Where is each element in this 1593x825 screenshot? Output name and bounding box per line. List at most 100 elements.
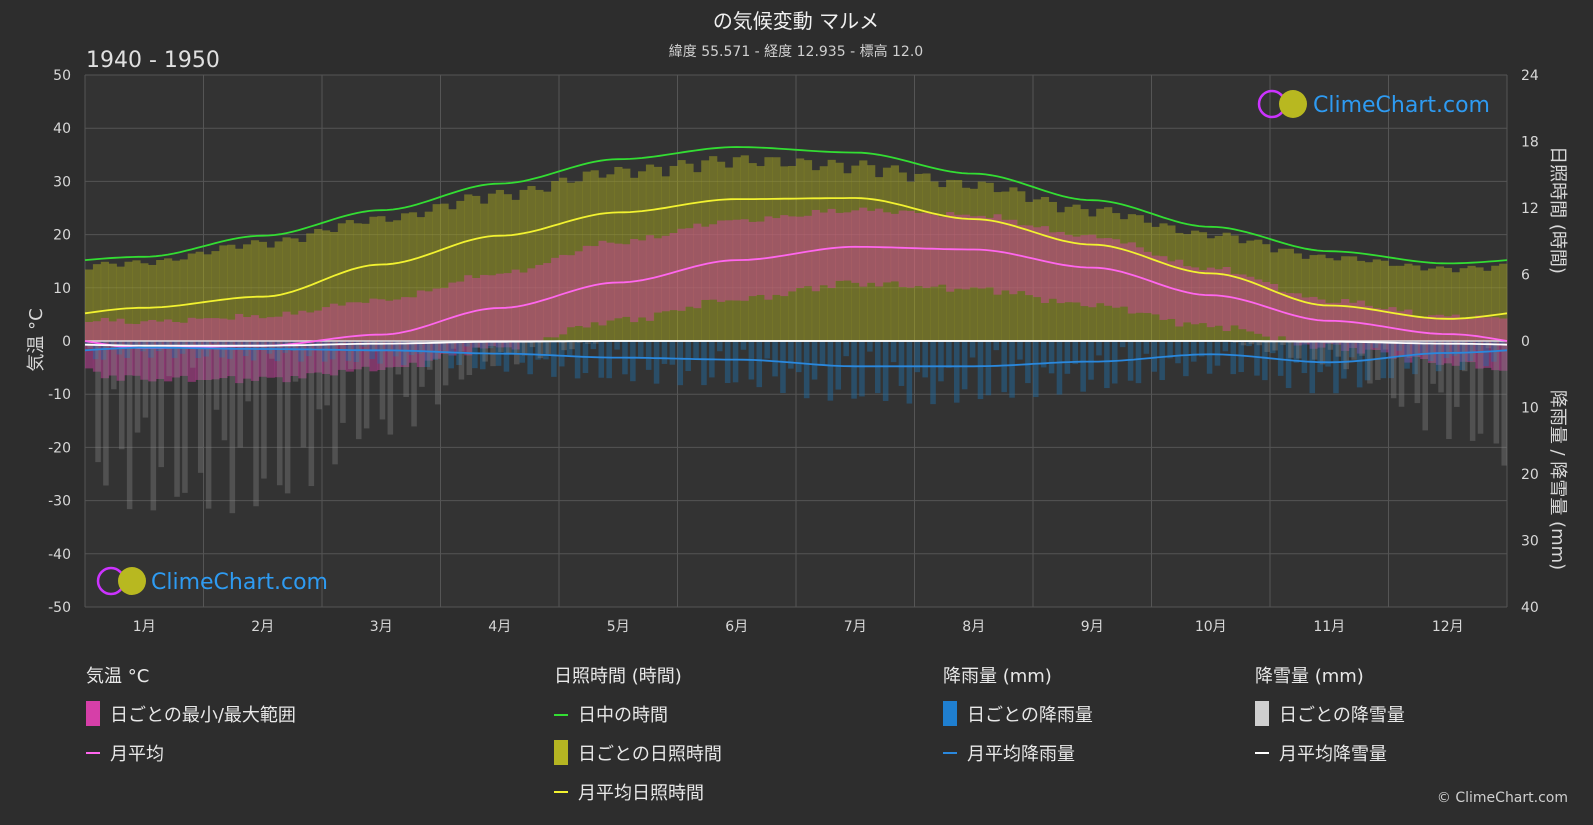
sunshine-daily-bar (408, 212, 418, 341)
temp-range-bar (1293, 293, 1302, 346)
sunshine-daily-bar (416, 217, 425, 341)
sunshine-daily-bar (1435, 266, 1445, 341)
period-label: 1940 - 1950 (86, 48, 220, 73)
rain-daily-bar (235, 341, 241, 347)
rain-daily-bar (1459, 341, 1466, 371)
sunshine-daily-bar (1040, 196, 1050, 341)
snow-daily-bar (126, 341, 133, 510)
x-tick-label: 11月 (1313, 619, 1345, 635)
rain-daily-bar (1341, 341, 1347, 379)
sunshine-daily-bar (906, 181, 915, 341)
sunshine-daily-bar (1214, 235, 1223, 341)
temp-range-bar (1151, 255, 1160, 315)
snow-daily-bar (348, 341, 354, 370)
legend-sun-daily: 日ごとの日照時間 (578, 744, 722, 765)
sunshine-daily-bar (448, 209, 457, 341)
rain-daily-bar (851, 341, 857, 399)
rain-daily-bar (701, 341, 707, 386)
snow-daily-bar (466, 341, 473, 376)
temp-range-bar (1333, 302, 1342, 345)
sunshine-daily-bar (203, 254, 212, 341)
legend-sun-title: 日照時間 (時間) (554, 666, 682, 687)
rain-daily-bar (393, 341, 399, 357)
snow-daily-bar (1382, 341, 1389, 350)
rain-daily-bar (487, 341, 494, 349)
sunshine-daily-bar (211, 251, 220, 341)
x-tick-label: 7月 (844, 619, 867, 635)
legend-rain-avg: 月平均降雨量 (967, 744, 1075, 765)
sunshine-daily-bar (250, 240, 260, 341)
sunshine-daily-bar (566, 182, 576, 341)
temp-range-bar (140, 321, 149, 380)
temp-range-bar (1325, 302, 1334, 344)
rain-daily-bar (1206, 341, 1213, 374)
rain-daily-bar (148, 341, 154, 358)
rain-daily-bar (187, 341, 194, 347)
rain-daily-bar (780, 341, 786, 394)
sunshine-daily-bar (748, 163, 757, 341)
sunshine-daily-bar (179, 259, 188, 341)
temp-range-bar (614, 243, 623, 319)
y-tick-left: -50 (48, 600, 71, 616)
temp-range-bar (156, 321, 165, 379)
sunshine-daily-bar (638, 171, 647, 341)
rain-daily-bar (1025, 341, 1031, 384)
sunshine-daily-bar (1198, 232, 1208, 341)
sunshine-daily-bar (1412, 265, 1421, 341)
rain-daily-bar (882, 341, 889, 401)
rain-daily-bar (969, 341, 976, 358)
sunshine-daily-bar (811, 170, 820, 341)
sunshine-daily-bar (875, 177, 884, 341)
snow-daily-bar (371, 341, 378, 352)
sunshine-daily-bar (290, 238, 299, 341)
legend-rain-daily: 日ごとの降雨量 (967, 705, 1093, 726)
temp-range-bar (503, 273, 512, 348)
temp-range-bar (1246, 276, 1255, 332)
sunshine-daily-bar (1388, 265, 1397, 341)
rain-daily-bar (211, 341, 217, 344)
logo-sun-icon (1279, 90, 1307, 118)
sunshine-daily-bar (1349, 256, 1358, 341)
snow-daily-bar (355, 341, 362, 440)
rain-daily-bar (353, 341, 360, 362)
temp-range-bar (1104, 238, 1113, 306)
temp-range-bar (164, 319, 173, 382)
rain-daily-bar (519, 341, 526, 363)
temp-range-bar (1040, 226, 1050, 303)
x-tick-label: 8月 (962, 619, 985, 635)
rain-daily-bar (1198, 341, 1205, 357)
rain-daily-bar (1435, 341, 1442, 372)
sunshine-daily-bar (369, 216, 378, 341)
temp-range-bar (1112, 239, 1121, 308)
rain-daily-bar (661, 341, 668, 364)
temp-range-bar (1064, 234, 1073, 303)
legend-rain-daily-swatch (943, 701, 957, 726)
snow-daily-bar (592, 341, 599, 344)
temp-range-bar (1127, 242, 1136, 314)
rain-daily-bar (590, 341, 597, 350)
rain-daily-bar (1356, 341, 1363, 388)
y-tick-right-precip: 30 (1521, 534, 1539, 550)
legend-snow-title: 降雪量 (mm) (1255, 666, 1364, 687)
sunshine-daily-bar (306, 233, 315, 341)
sunshine-daily-bar (1088, 216, 1097, 341)
snow-daily-bar (221, 341, 228, 441)
temp-range-bar (1277, 291, 1287, 337)
sunshine-daily-bar (543, 191, 552, 341)
rain-avg-line (84, 346, 1508, 368)
watermark-text-top: ClimeChart.com (1313, 93, 1490, 118)
sunshine-daily-bar (503, 194, 512, 341)
rain-daily-bar (653, 341, 660, 384)
sunshine-daily-bar (1096, 208, 1105, 341)
y-axis-right-bottom-label: 降雨量 / 降雪量 (mm) (1547, 390, 1568, 570)
snow-daily-bar (561, 341, 567, 351)
temp-range-bar (171, 322, 181, 378)
snow-daily-bar (229, 341, 236, 514)
temp-range-bar (898, 210, 907, 288)
snow-daily-bar (569, 341, 575, 350)
rain-daily-bar (930, 341, 936, 405)
sunshine-daily-bar (1238, 243, 1247, 341)
sunshine-daily-bar (835, 162, 844, 341)
snow-daily-bar (1311, 341, 1318, 360)
snow-daily-bar (1454, 341, 1460, 407)
